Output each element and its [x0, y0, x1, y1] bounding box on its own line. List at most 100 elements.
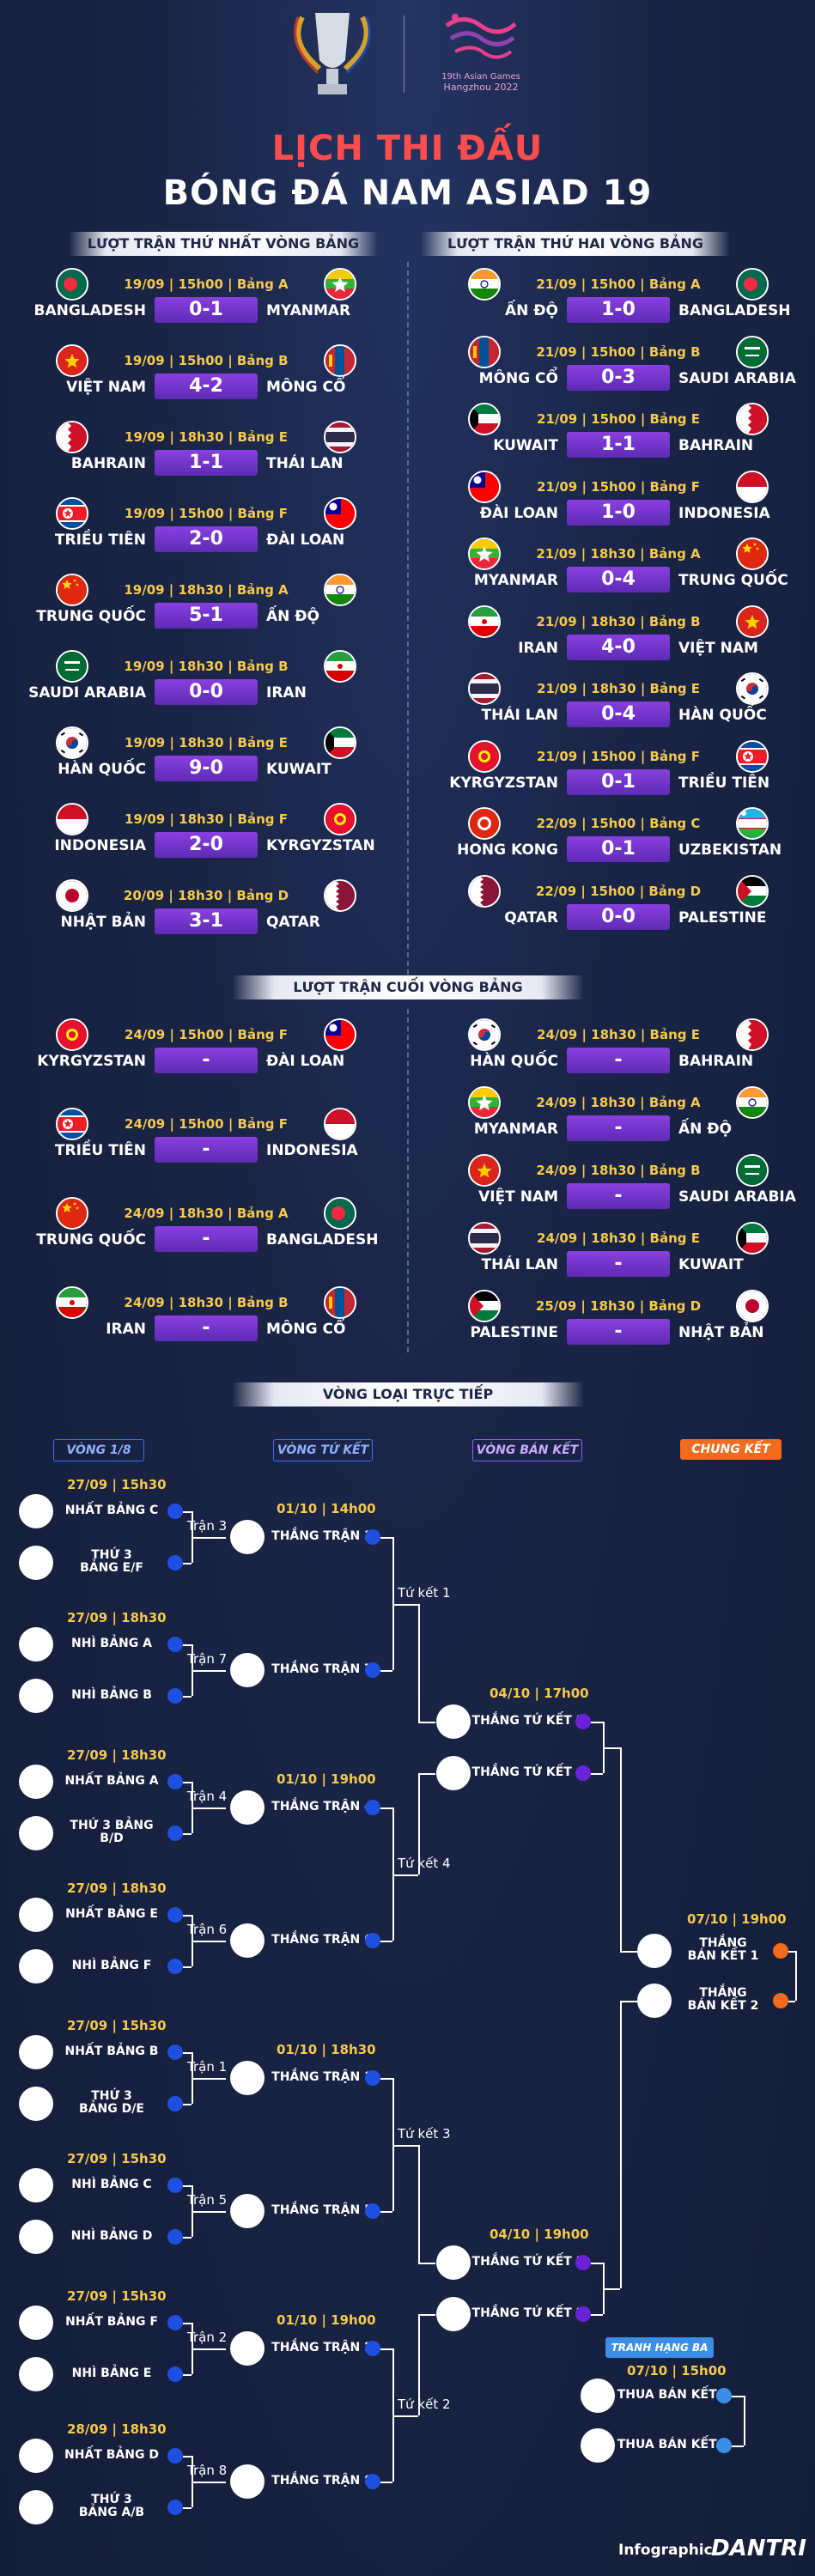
bracket-line [183, 2374, 192, 2376]
round3-banner: LƯỢT TRẬN CUỐI VÒNG BẢNG [232, 975, 584, 999]
team-slot-circle [19, 1546, 53, 1580]
round-label-qf: VÒNG TỨ KẾT [273, 1439, 373, 1461]
advance-dot [365, 2070, 380, 2086]
match-date: 01/10 | 19h00 [277, 2312, 376, 2328]
flag-bahrain-icon [736, 1018, 769, 1051]
team-slot-circle [637, 1934, 672, 1968]
team-slot-circle [19, 1898, 53, 1932]
away-team: TRUNG QUỐC [678, 572, 788, 589]
away-team: UZBEKISTAN [678, 841, 782, 859]
flag-trung-quoc-icon [56, 1197, 88, 1230]
bracket-line [788, 1951, 795, 1953]
match-info: 19/09 | 18h30 | Bảng B [124, 659, 289, 674]
flag-han-quoc-icon [468, 1018, 501, 1051]
page-title: LỊCH THI ĐẤU [271, 129, 544, 168]
round2-banner: LƯỢT TRẬN THỨ HAI VÒNG BẢNG [421, 232, 730, 256]
flag-thai-lan-icon [324, 421, 356, 453]
flag-dai-loan-icon [324, 497, 356, 530]
logo-line-2: Hangzhou 2022 [443, 82, 519, 93]
advance-dot [167, 2315, 183, 2330]
slot-label: THẮNG TRẬN 7 [271, 1662, 373, 1676]
home-team: ẤN ĐỘ [505, 302, 558, 319]
match-score: - [567, 1183, 670, 1209]
team-slot-circle [436, 1756, 471, 1790]
advance-dot [365, 1529, 380, 1545]
match-card: 21/09 | 15h00 | Bảng F 0-1 KYRGYZSTAN TRIỀU… [429, 739, 807, 800]
slot-label: NHẤT BẢNG B [64, 2044, 159, 2058]
slot-label: NHÌ BẢNG F [71, 1959, 152, 1972]
match-score: 4-0 [567, 634, 670, 660]
home-team: THÁI LAN [481, 707, 558, 724]
advance-dot [365, 2341, 380, 2356]
bracket-line [620, 2001, 622, 2288]
group-divider [407, 262, 409, 975]
flag-bahrain-icon [736, 403, 769, 435]
home-team: PALESTINE [470, 1324, 558, 1341]
trophy-icon [285, 9, 380, 103]
home-team: HÀN QUỐC [470, 1053, 558, 1070]
flag-iran-icon [56, 1286, 88, 1319]
team-slot-circle [230, 2061, 265, 2095]
match-card: 21/09 | 15h00 | Bảng F 1-0 ĐÀI LOAN INDONES… [429, 470, 807, 531]
match-score: - [567, 1251, 670, 1277]
match-info: 24/09 | 18h30 | Bảng E [537, 1230, 700, 1246]
home-team: KUWAIT [493, 437, 558, 454]
bracket-line [732, 2396, 744, 2397]
advance-dot [167, 1907, 183, 1923]
slot-label: THỨ 3 BẢNG E/F [80, 1548, 143, 1575]
flag-uzbekistan-icon [736, 807, 769, 840]
bracket-line [183, 1696, 192, 1698]
knockout-banner: VÒNG LOẠI TRỰC TIẾP [232, 1382, 584, 1406]
match-score: 1-1 [567, 432, 670, 458]
flag-nhat-ban-icon [56, 879, 88, 912]
home-team: HÀN QUỐC [58, 761, 146, 778]
advance-dot [365, 2474, 380, 2489]
home-team: KYRGYZSTAN [37, 1053, 146, 1070]
match-score: 0-3 [567, 364, 670, 391]
bracket-line [192, 1537, 226, 1539]
bracket-line [192, 2482, 226, 2483]
advance-dot [167, 1637, 183, 1652]
home-team: TRIỀU TIÊN [54, 532, 146, 549]
flag-nhat-ban-icon [736, 1290, 769, 1322]
flag-an-do-icon [324, 574, 356, 606]
bracket-line [620, 1747, 622, 1951]
bracket-line [183, 1782, 192, 1783]
bracket-line [620, 1951, 637, 1953]
home-team: TRIỀU TIÊN [54, 1142, 146, 1159]
away-team: KYRGYZSTAN [266, 837, 375, 854]
final-round-divider [407, 1009, 409, 1352]
home-team: TRUNG QUỐC [36, 608, 146, 625]
match-number: Tứ kết 2 [398, 2396, 451, 2412]
home-team: BANGLADESH [33, 302, 146, 319]
slot-label: THỨ 3 BẢNG D/E [79, 2089, 144, 2116]
match-card: 21/09 | 15h00 | Bảng B 0-3 MÔNG CỔ SAUDI AR… [429, 335, 807, 396]
bracket-line [183, 2456, 192, 2458]
match-number: Tứ kết 3 [398, 2125, 451, 2142]
bracket-line [591, 1773, 603, 1775]
match-card: 19/09 | 15h00 | Bảng A 0-1 BANGLADESH MYANM… [17, 268, 395, 328]
match-score: 3-1 [155, 908, 258, 934]
match-score: 1-1 [155, 450, 258, 476]
match-number: Trận 4 [187, 1789, 228, 1804]
bracket-line [418, 1773, 435, 1775]
flag-an-do-icon [468, 268, 501, 301]
match-score: 9-0 [155, 756, 258, 781]
advance-dot [167, 2044, 183, 2060]
away-team: TRIỀU TIÊN [678, 774, 770, 792]
slot-label: THẮNG TRẬN 1 [271, 2070, 373, 2084]
slot-label: THẮNG TỨ KẾT 3 [471, 2255, 585, 2269]
bracket-line [192, 2211, 226, 2213]
slot-label: NHẤT BẢNG F [65, 2315, 158, 2329]
advance-dot [365, 1933, 380, 1948]
flag-iran-icon [324, 650, 356, 683]
team-slot-circle [637, 1984, 672, 2018]
match-date: 07/10 | 19h00 [687, 1911, 787, 1927]
home-team: INDONESIA [54, 837, 146, 854]
bracket-line [418, 1773, 420, 1874]
advance-dot [365, 1800, 380, 1815]
match-card: 24/09 | 18h30 | Bảng B - VIỆT NAM SAUDI ARA… [429, 1154, 807, 1214]
flag-bangladesh-icon [736, 268, 769, 301]
team-slot-circle [19, 1816, 53, 1850]
round1-banner: LƯỢT TRẬN THỨ NHẤT VÒNG BẢNG [69, 232, 378, 256]
